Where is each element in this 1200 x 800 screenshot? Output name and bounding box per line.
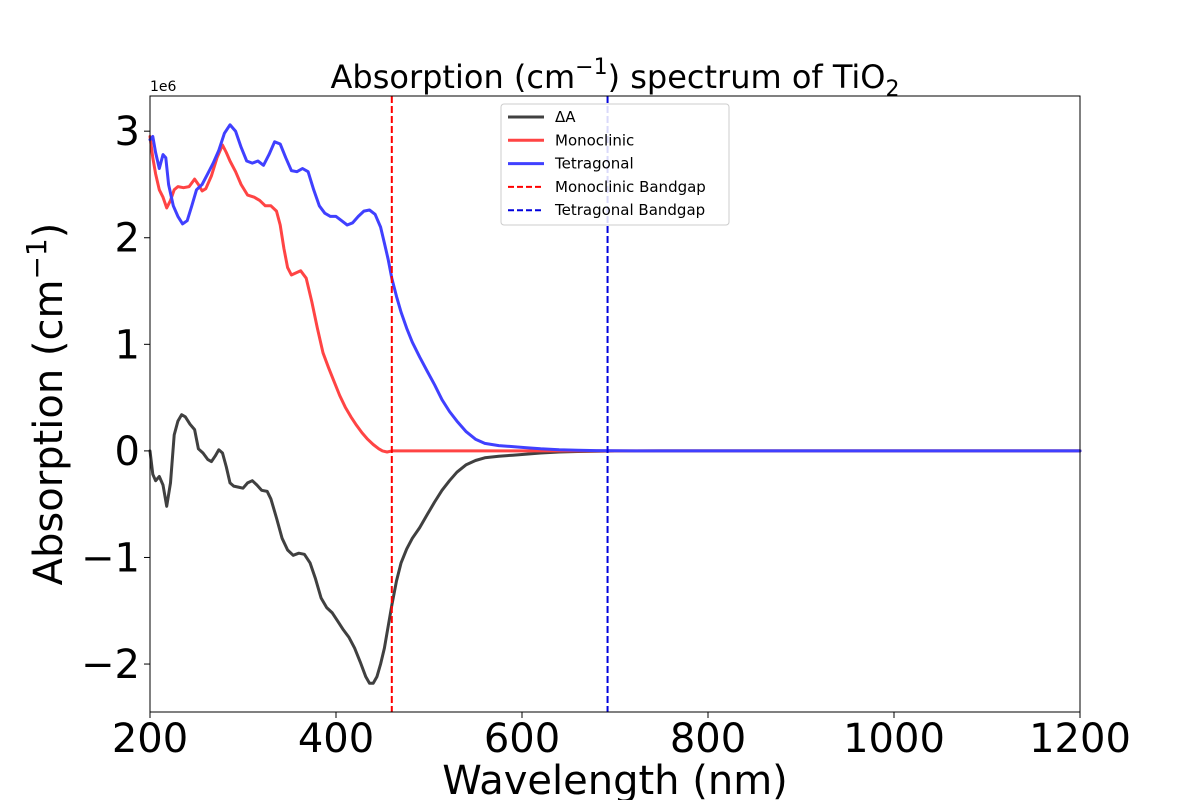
series-line-0 <box>148 413 1082 685</box>
x-axis-label: Wavelength (nm) <box>442 758 788 800</box>
legend-box <box>500 103 730 226</box>
chart-title: Absorption (cm−1) spectrum of TiO2 <box>331 55 900 102</box>
plot-area <box>148 95 1082 713</box>
x-tick-label: 400 <box>298 716 374 762</box>
y-offset-label: 1e6 <box>150 79 177 95</box>
x-tick-label: 800 <box>670 716 746 762</box>
legend-label: Monoclinic <box>555 131 634 149</box>
y-tick-label: 2 <box>115 216 140 262</box>
y-tick-label: 3 <box>115 109 140 155</box>
legend-label: ΔA <box>555 108 576 126</box>
y-tick-label: −1 <box>81 535 140 581</box>
legend-label: Tetragonal Bandgap <box>554 201 705 219</box>
series-line-2 <box>148 123 1082 453</box>
series-layer <box>148 123 1082 685</box>
y-tick-label: 0 <box>115 429 140 475</box>
y-tick-label: −2 <box>81 642 140 688</box>
x-tick-label: 200 <box>112 716 188 762</box>
legend: ΔA Monoclinic Tetragonal Monoclinic Bandgap… <box>500 103 730 226</box>
legend-label: Monoclinic Bandgap <box>555 178 706 196</box>
x-axis-ticks: 200 400 600 800 1000 1200 <box>112 712 1131 762</box>
y-axis-ticks: −2 −1 0 1 2 3 <box>81 109 150 688</box>
plot-frame <box>149 95 1081 713</box>
x-tick-label: 1000 <box>843 716 945 762</box>
series-line-1 <box>148 135 1082 454</box>
x-tick-label: 1200 <box>1029 716 1131 762</box>
y-axis-label: Absorption (cm−1) <box>20 223 72 586</box>
y-tick-label: 1 <box>115 322 140 368</box>
x-tick-label: 600 <box>484 716 560 762</box>
legend-label: Tetragonal <box>554 155 634 173</box>
